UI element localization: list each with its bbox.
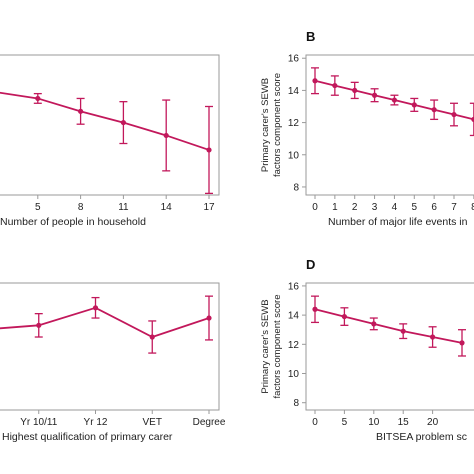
series-line xyxy=(0,91,210,151)
data-point xyxy=(451,111,457,118)
data-point xyxy=(36,322,42,328)
plot-frame xyxy=(0,54,220,196)
chart-panel-1: 5 8 11 14 17 Number of people in household xyxy=(0,54,220,228)
chart-panel-4: D 8 10 12 14 16 Primary carer's SEWB factors co… xyxy=(260,257,474,443)
x-tick-label: 3 xyxy=(372,202,378,213)
x-tick-label: VET xyxy=(143,417,162,428)
data-point xyxy=(411,102,417,108)
x-tick-label: 0 xyxy=(312,202,318,213)
series-line xyxy=(314,308,463,344)
data-point xyxy=(459,340,465,346)
x-tick-label: Yr 10/11 xyxy=(20,417,57,428)
y-tick-label: 16 xyxy=(288,281,300,292)
data-point xyxy=(371,92,378,98)
data-point xyxy=(163,132,169,139)
x-tick-label: 2 xyxy=(352,202,358,213)
data-point xyxy=(431,107,437,113)
x-tick-label: 5 xyxy=(412,202,418,213)
y-tick-label: 12 xyxy=(288,118,300,129)
plot-frame xyxy=(305,282,474,411)
data-point xyxy=(391,97,398,103)
x-tick-label: 5 xyxy=(35,202,41,213)
data-point xyxy=(206,147,212,153)
x-tick-label: 11 xyxy=(118,202,129,213)
data-point xyxy=(206,315,212,321)
x-tick-label: 15 xyxy=(398,417,410,428)
x-axis-label: Number of major life events in xyxy=(328,216,468,228)
x-tick-label: 8 xyxy=(78,202,84,213)
y-tick-label: 8 xyxy=(293,182,299,193)
data-point xyxy=(78,108,84,114)
plot-frame xyxy=(305,54,474,196)
data-point xyxy=(400,328,406,334)
x-tick-label: 20 xyxy=(427,417,439,428)
x-tick-label: 5 xyxy=(342,417,348,428)
panel-label: B xyxy=(306,29,315,44)
panel-label: D xyxy=(306,257,315,272)
x-axis-label: BITSEA problem sc xyxy=(376,431,467,443)
plot-frame xyxy=(0,282,220,411)
x-tick-label: 10 xyxy=(368,417,380,428)
data-point xyxy=(471,116,474,122)
y-axis-label: factors component score xyxy=(272,294,283,398)
x-tick-label: 1 xyxy=(332,202,338,213)
y-tick-label: 8 xyxy=(293,398,299,409)
data-point xyxy=(312,78,318,84)
series-line xyxy=(0,306,210,338)
y-axis-label: Primary carer's SEWB xyxy=(260,299,271,393)
x-tick-label: 0 xyxy=(312,417,318,428)
x-tick-label: 14 xyxy=(161,202,173,213)
chart-panel-3: Yr 10/11 Yr 12 VET Degree Highest qualificat… xyxy=(0,282,226,443)
y-tick-label: 10 xyxy=(288,369,300,380)
data-point xyxy=(430,334,436,340)
data-point xyxy=(120,119,126,126)
x-tick-label: Degree xyxy=(193,417,226,428)
x-tick-label: 8 xyxy=(471,202,474,213)
x-tick-label: 4 xyxy=(392,202,398,213)
x-axis-label: Highest qualification of primary carer xyxy=(2,431,173,443)
y-tick-label: 14 xyxy=(288,311,300,322)
data-point xyxy=(149,334,155,340)
x-tick-label: 7 xyxy=(451,202,457,213)
data-point xyxy=(92,305,99,311)
x-tick-label: 17 xyxy=(203,202,215,213)
y-axis-label: Primary carer's SEWB xyxy=(260,78,271,172)
data-point xyxy=(371,321,377,327)
x-tick-label: 6 xyxy=(431,202,437,213)
y-tick-label: 14 xyxy=(288,86,300,97)
data-point xyxy=(341,313,347,320)
y-tick-label: 12 xyxy=(288,340,300,351)
y-tick-label: 10 xyxy=(288,150,300,161)
y-tick-label: 16 xyxy=(288,54,300,65)
y-axis-label: factors component score xyxy=(272,73,283,177)
data-point xyxy=(35,95,41,102)
data-point xyxy=(332,82,338,89)
x-axis-label: Number of people in household xyxy=(0,216,146,228)
data-point xyxy=(352,87,358,94)
x-tick-label: Yr 12 xyxy=(84,417,108,428)
data-point xyxy=(312,306,318,312)
